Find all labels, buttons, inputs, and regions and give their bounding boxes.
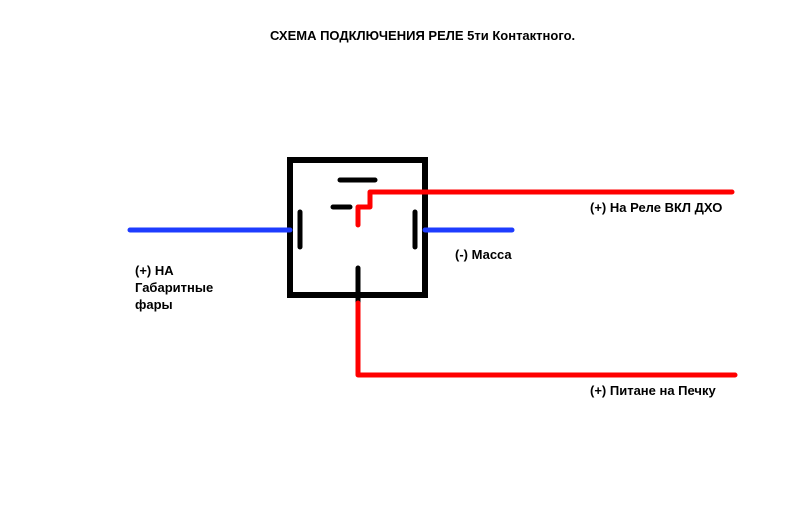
- label-relay-dho: (+) На Реле ВКЛ ДХО: [590, 200, 722, 215]
- label-heater: (+) Питане на Печку: [590, 383, 716, 398]
- label-mass: (-) Масса: [455, 247, 512, 262]
- diagram-canvas: СХЕМА ПОДКЛЮЧЕНИЯ РЕЛЕ 5ти Контактного. …: [0, 0, 791, 515]
- label-left-line2: Габаритные: [135, 279, 213, 296]
- label-left-line1: (+) НА: [135, 262, 213, 279]
- label-left: (+) НА Габаритные фары: [135, 262, 213, 313]
- wiring-svg: [0, 0, 791, 515]
- label-left-line3: фары: [135, 296, 213, 313]
- wire-red-lower: [358, 303, 735, 375]
